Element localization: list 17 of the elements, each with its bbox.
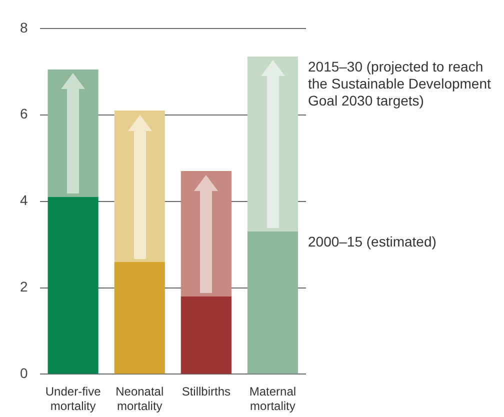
x-tick-label: Maternal mortality [249,384,296,414]
bar [180,296,232,374]
y-tick-label: 0 [20,365,28,382]
y-tick-label: 2 [20,278,28,295]
series-label: 2015–30 (projected to reach the Sustainable Development Goal 2030 targets) [308,58,492,108]
bar [48,196,98,374]
y-tick-label: 8 [20,19,28,36]
x-tick-label: Neonatal mortality [116,384,164,414]
bar [247,56,298,232]
series-label: 2000–15 (estimated) [308,233,436,250]
bar [114,110,165,262]
bar [114,262,165,374]
y-tick-label: 4 [20,192,28,208]
x-tick-label: Under-five mortality [45,384,102,414]
bar [180,171,232,296]
x-tick-label: Stillbirths [182,384,231,399]
y-tick-label: 6 [20,106,28,122]
